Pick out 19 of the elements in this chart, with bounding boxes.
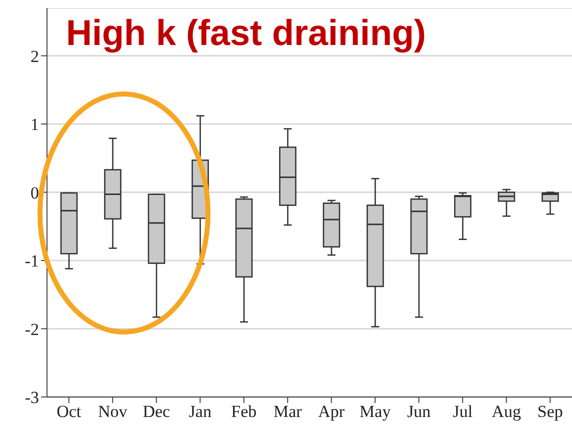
x-tick-label: Jul bbox=[452, 402, 473, 422]
y-tick-label: 2 bbox=[30, 46, 39, 66]
y-tick-label: -1 bbox=[24, 252, 39, 271]
x-tick-label: Dec bbox=[142, 402, 171, 422]
x-tick-label: Aug bbox=[492, 402, 522, 422]
x-tick-label: Jun bbox=[407, 402, 432, 422]
x-tick-label: Apr bbox=[318, 402, 345, 422]
y-tick-label: 1 bbox=[30, 115, 39, 134]
y-tick-label: 0 bbox=[30, 183, 39, 202]
y-tick-label: -2 bbox=[24, 320, 39, 339]
y-tick-label: -3 bbox=[24, 388, 39, 408]
x-tick-label: Jan bbox=[188, 402, 212, 422]
chart-title: High k (fast draining) bbox=[66, 12, 426, 54]
x-tick-label: Sep bbox=[537, 402, 563, 422]
x-tick-label: Nov bbox=[98, 402, 128, 422]
x-tick-label: Oct bbox=[56, 402, 82, 422]
x-tick-label: Mar bbox=[273, 402, 302, 422]
x-tick-label: May bbox=[360, 402, 392, 422]
x-tick-label: Feb bbox=[231, 402, 257, 422]
